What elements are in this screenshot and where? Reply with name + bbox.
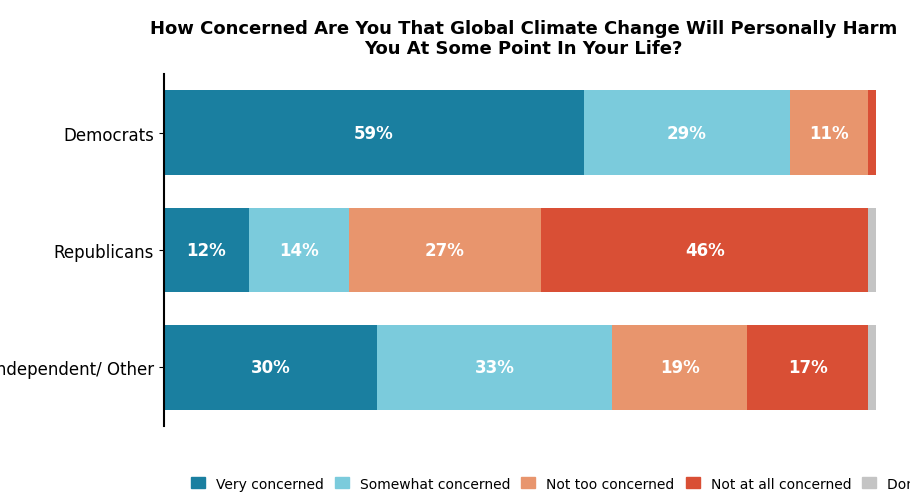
Bar <box>612 326 747 410</box>
Bar <box>249 208 349 293</box>
Text: 19%: 19% <box>660 359 700 377</box>
Bar <box>583 91 790 175</box>
Legend: Very concerned, Somewhat concerned, Not too concerned, Not at all concerned, Don: Very concerned, Somewhat concerned, Not … <box>185 471 910 496</box>
Text: 30%: 30% <box>250 359 290 377</box>
Text: 29%: 29% <box>667 124 707 142</box>
Text: 27%: 27% <box>425 241 465 260</box>
Bar <box>868 326 875 410</box>
Text: 59%: 59% <box>354 124 394 142</box>
Bar <box>790 91 868 175</box>
Text: 33%: 33% <box>475 359 515 377</box>
Text: 14%: 14% <box>279 241 318 260</box>
Bar <box>868 91 875 175</box>
Bar <box>164 91 583 175</box>
Bar <box>868 208 875 293</box>
Bar <box>378 326 612 410</box>
Text: 46%: 46% <box>685 241 724 260</box>
Text: 11%: 11% <box>810 124 849 142</box>
Bar <box>164 326 378 410</box>
Text: 12%: 12% <box>187 241 227 260</box>
Bar <box>541 208 868 293</box>
Bar <box>747 326 868 410</box>
Bar <box>349 208 541 293</box>
Title: How Concerned Are You That Global Climate Change Will Personally Harm
You At Som: How Concerned Are You That Global Climat… <box>149 20 897 58</box>
Bar <box>164 208 249 293</box>
Text: 17%: 17% <box>788 359 828 377</box>
